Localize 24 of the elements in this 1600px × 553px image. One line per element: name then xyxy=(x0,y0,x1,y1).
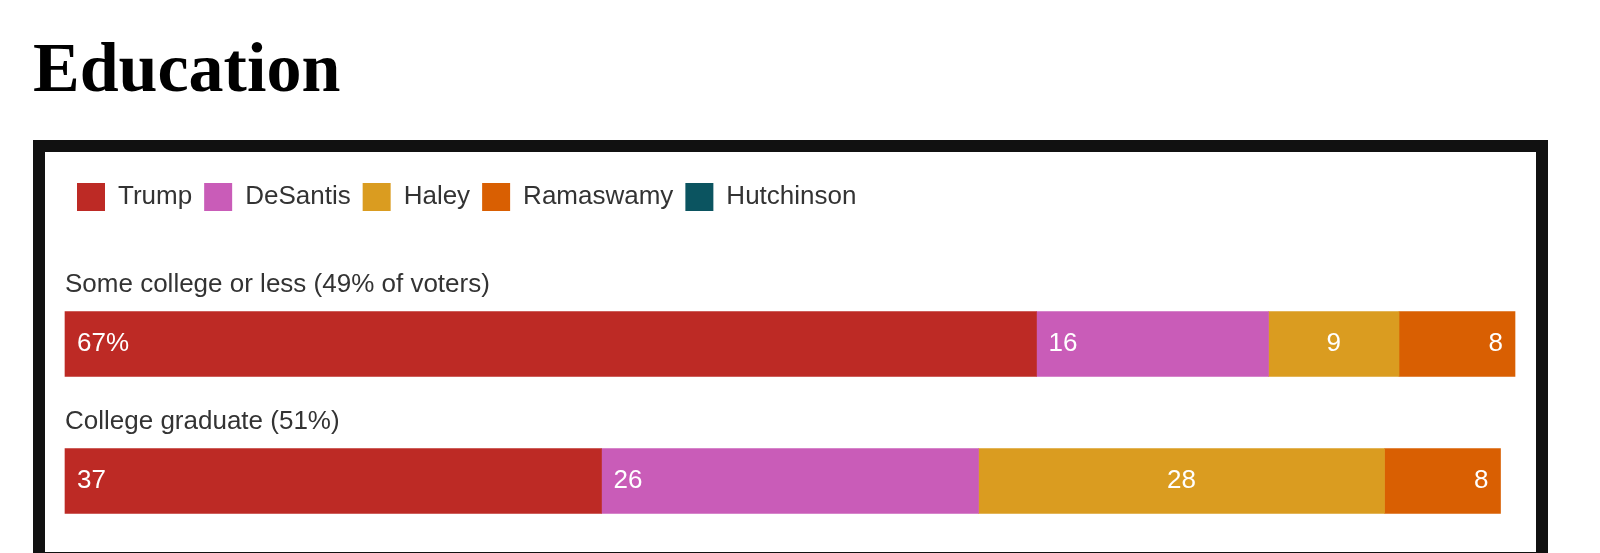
legend-label: Ramaswamy xyxy=(523,180,674,211)
bar xyxy=(64,311,1037,377)
chart-title: Education xyxy=(33,28,341,108)
legend-label: Hutchinson xyxy=(726,180,857,211)
data-label: 67% xyxy=(77,327,130,358)
bar xyxy=(601,448,979,514)
data-label: 37 xyxy=(77,464,106,495)
bar xyxy=(64,448,602,514)
legend-label: DeSantis xyxy=(245,180,351,211)
data-label: 28 xyxy=(1167,464,1196,495)
bar xyxy=(1036,311,1269,377)
bar xyxy=(1398,311,1516,377)
data-label: 26 xyxy=(613,464,643,495)
bar xyxy=(1384,448,1501,514)
bar xyxy=(978,448,1385,514)
legend-label: Haley xyxy=(403,180,471,211)
y-tick-label: Some college or less (49% of voters) xyxy=(65,267,490,298)
data-label: 8 xyxy=(1488,327,1503,358)
y-tick-label: College graduate (51%) xyxy=(65,404,340,435)
bar xyxy=(1268,311,1400,377)
data-label: 8 xyxy=(1474,464,1489,495)
data-label: 16 xyxy=(1048,327,1078,358)
legend-label: Trump xyxy=(118,180,193,211)
data-label: 9 xyxy=(1326,327,1341,358)
